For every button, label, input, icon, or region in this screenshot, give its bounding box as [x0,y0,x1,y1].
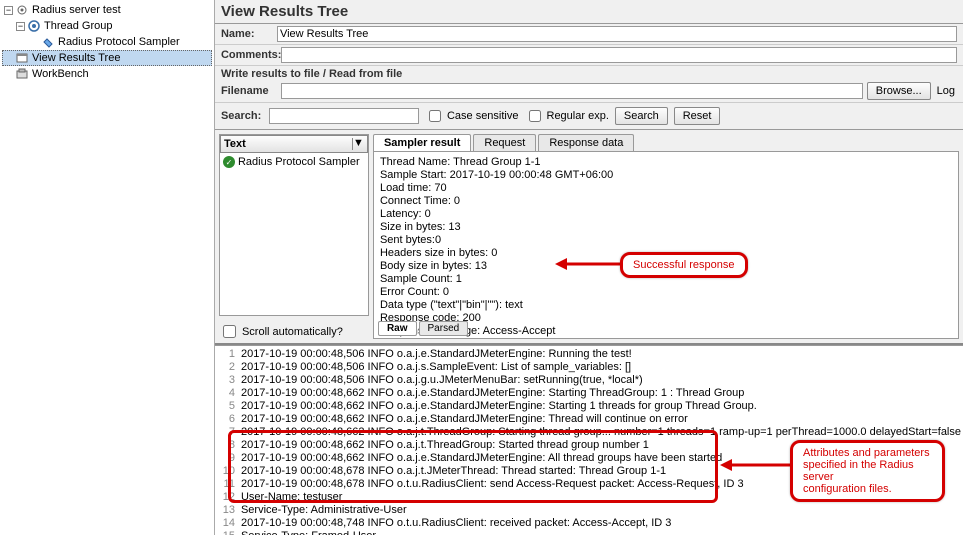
tree-workbench[interactable]: WorkBench [2,66,212,82]
tab-response-data[interactable]: Response data [538,134,634,151]
log-label: Log [935,85,957,97]
subtab-raw[interactable]: Raw [378,321,417,336]
tree-sampler[interactable]: Radius Protocol Sampler [2,34,212,50]
result-list[interactable]: Text ▼ ✓ Radius Protocol Sampler [219,134,369,316]
tree-root[interactable]: − Radius server test [2,2,212,18]
log-line: 62017-10-19 00:00:48,662 INFO o.a.j.e.St… [217,413,961,426]
detail-tabs: Sampler result Request Response data [373,134,959,151]
detail-line: Thread Name: Thread Group 1-1 [380,156,952,169]
comments-input[interactable] [281,47,957,63]
callout-attributes: Attributes and parameters specified in t… [790,440,945,502]
detail-body[interactable]: Thread Name: Thread Group 1-1 Sample Sta… [373,151,959,339]
test-plan-tree[interactable]: − Radius server test − Thread Group Radi… [0,0,215,535]
detail-line: Data type ("text"|"bin"|""): text [380,299,952,312]
log-line: 22017-10-19 00:00:48,506 INFO o.a.j.s.Sa… [217,361,961,374]
log-line: 13Service-Type: Administrative-User [217,504,961,517]
tree-label: Thread Group [44,20,112,32]
file-heading: Write results to file / Read from file [221,68,957,80]
detail-line: Load time: 70 [380,182,952,195]
file-section: Write results to file / Read from file F… [215,66,963,103]
result-item[interactable]: ✓ Radius Protocol Sampler [222,155,366,169]
comments-label: Comments: [221,49,282,61]
result-item-label: Radius Protocol Sampler [238,156,360,168]
detail-line: Sent bytes:0 [380,234,952,247]
listener-icon [15,51,29,65]
success-icon: ✓ [223,156,235,168]
chevron-down-icon: ▼ [352,138,364,150]
subtabs: Raw Parsed [378,321,468,336]
log-line: 142017-10-19 00:00:48,748 INFO o.t.u.Rad… [217,517,961,530]
panel-title: View Results Tree [215,0,963,24]
log-line: 32017-10-19 00:00:48,506 INFO o.a.j.g.u.… [217,374,961,387]
detail-line: Response headers: [380,338,952,339]
workbench-icon [15,67,29,81]
log-line: 15Service-Type: Framed-User [217,530,961,535]
scroll-auto-checkbox[interactable]: Scroll automatically? [215,320,373,343]
regex-checkbox[interactable]: Regular exp. [525,107,609,125]
renderer-value: Text [224,138,246,150]
search-row: Search: Case sensitive Regular exp. Sear… [215,103,963,130]
threadgroup-icon [27,19,41,33]
results-split: Text ▼ ✓ Radius Protocol Sampler Scroll … [215,130,963,345]
detail-line: Connect Time: 0 [380,195,952,208]
comments-row: Comments: [215,45,963,66]
collapse-icon[interactable]: − [16,22,25,31]
search-button[interactable]: Search [615,107,668,125]
callout-successful-response: Successful response [620,252,748,278]
tree-label: Radius server test [32,4,121,16]
subtab-parsed[interactable]: Parsed [419,321,469,336]
log-line: 42017-10-19 00:00:48,662 INFO o.a.j.e.St… [217,387,961,400]
reset-button[interactable]: Reset [674,107,721,125]
tree-thread-group[interactable]: − Thread Group [2,18,212,34]
tree-label: View Results Tree [32,52,120,64]
tab-sampler-result[interactable]: Sampler result [373,134,471,151]
log-line: 12017-10-19 00:00:48,506 INFO o.a.j.e.St… [217,348,961,361]
case-sensitive-checkbox[interactable]: Case sensitive [425,107,519,125]
tab-request[interactable]: Request [473,134,536,151]
sampler-icon [41,35,55,49]
detail-line: Error Count: 0 [380,286,952,299]
collapse-icon[interactable]: − [4,6,13,15]
detail-panel: Sampler result Request Response data Thr… [373,134,959,339]
tree-label: WorkBench [32,68,89,80]
detail-line: Size in bytes: 13 [380,221,952,234]
name-row: Name: [215,24,963,45]
tree-listener[interactable]: View Results Tree [2,50,212,66]
browse-button[interactable]: Browse... [867,82,931,100]
log-line: 72017-10-19 00:00:48,662 INFO o.a.j.t.Th… [217,426,961,439]
detail-line: Sample Start: 2017-10-19 00:00:48 GMT+06… [380,169,952,182]
name-label: Name: [221,28,277,40]
log-line: 52017-10-19 00:00:48,662 INFO o.a.j.e.St… [217,400,961,413]
filename-label: Filename [221,85,277,97]
search-label: Search: [221,110,263,122]
search-input[interactable] [269,108,419,124]
filename-input[interactable] [281,83,863,99]
renderer-dropdown[interactable]: Text ▼ [220,135,368,153]
testplan-icon [15,3,29,17]
detail-line: Latency: 0 [380,208,952,221]
tree-label: Radius Protocol Sampler [58,36,180,48]
name-input[interactable] [277,26,957,42]
